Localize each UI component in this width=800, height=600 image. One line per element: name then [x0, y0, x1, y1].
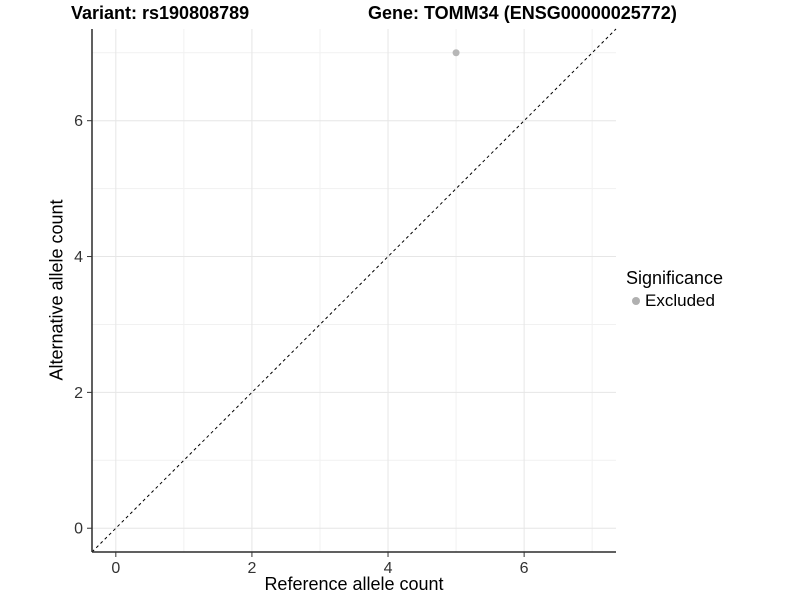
identity-dashed-line	[91, 28, 617, 553]
gene-title: Gene: TOMM34 (ENSG00000025772)	[368, 3, 677, 23]
y-tick-label: 0	[74, 521, 83, 538]
legend-item-label: Excluded	[645, 291, 715, 310]
x-axis-title: Reference allele count	[264, 574, 444, 594]
excluded-marker-icon	[632, 297, 640, 305]
y-tick-label: 2	[74, 385, 83, 402]
legend-title: Significance	[626, 268, 724, 288]
legend-item-excluded[interactable]: Excluded	[626, 291, 723, 311]
x-tick-label: 0	[111, 560, 120, 577]
y-axis-title: Alternative allele count	[46, 199, 67, 381]
legend: Significance Excluded	[626, 268, 723, 311]
data-point[interactable]	[452, 49, 460, 57]
x-tick-label: 2	[247, 560, 256, 577]
x-tick-label: 4	[384, 560, 393, 577]
x-tick-label: 6	[520, 560, 529, 577]
y-tick-label: 6	[74, 113, 83, 130]
variant-title: Variant: rs190808789	[71, 3, 250, 23]
y-tick-label: 4	[74, 249, 83, 266]
